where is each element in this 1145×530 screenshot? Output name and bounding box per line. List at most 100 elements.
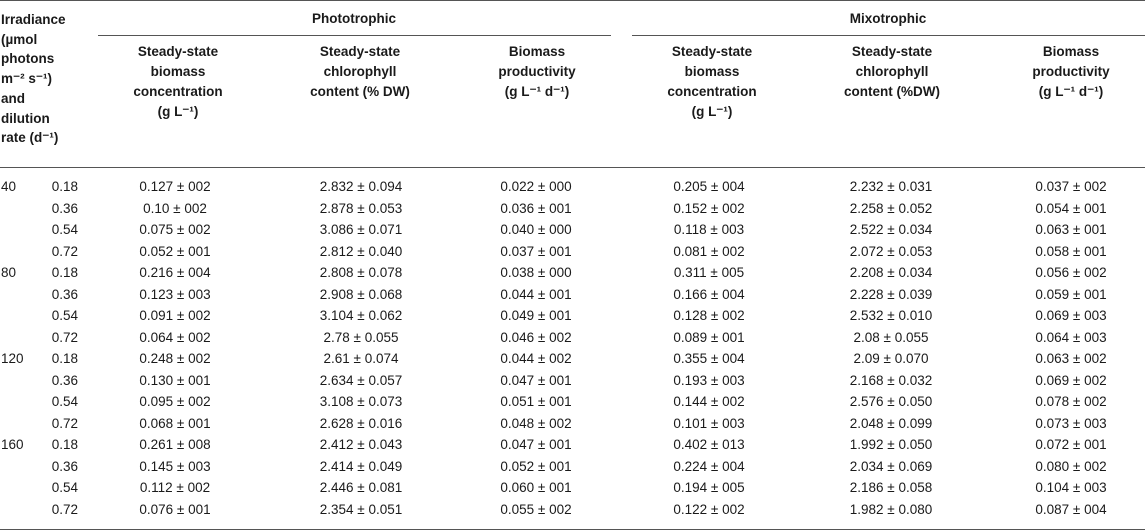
col-header-mixo-chlorophyll: Steady-state chlorophyll content (%DW): [844, 44, 940, 99]
value-cell: 0.166 ± 004: [673, 286, 745, 302]
col-header-photo-productivity: Biomass productivity (g L⁻¹ d⁻¹): [498, 44, 576, 99]
value-cell: 0.072 ± 001: [1035, 437, 1107, 452]
dilution-rate-cell: 0.54: [51, 394, 78, 409]
stub-line: photons: [1, 51, 55, 67]
value-cell: 2.258 ± 0.052: [849, 200, 933, 216]
value-cell: 0.063 ± 002: [1035, 351, 1107, 366]
value-cell: 0.055 ± 002: [500, 501, 572, 517]
value-cell: 0.052 ± 001: [139, 243, 211, 259]
value-cell: 0.047 ± 001: [500, 437, 572, 452]
value-cell: 0.064 ± 003: [1035, 329, 1107, 345]
value-cell: 0.101 ± 003: [673, 415, 745, 431]
value-cell: 0.046 ± 002: [500, 329, 572, 345]
col-header-photo-chlorophyll: Steady-state chlorophyll content (% DW): [310, 44, 410, 99]
value-cell: 0.069 ± 002: [1035, 372, 1107, 388]
dilution-rate-cell: 0.36: [51, 200, 78, 216]
value-cell: 0.261 ± 008: [139, 437, 211, 452]
value-cell: 0.060 ± 001: [500, 480, 572, 495]
dilution-rate-cell: 0.18: [51, 437, 78, 452]
value-cell: 0.205 ± 004: [673, 179, 745, 194]
value-cell: 0.063 ± 001: [1035, 222, 1107, 237]
value-cell: 2.048 ± 0.099: [849, 415, 933, 431]
value-cell: 0.194 ± 005: [673, 480, 745, 495]
value-cell: 2.634 ± 0.057: [319, 372, 403, 388]
dilution-rate-cell: 0.54: [51, 480, 78, 495]
value-cell: 0.069 ± 003: [1035, 308, 1107, 323]
dilution-rate-cell: 0.72: [51, 243, 78, 259]
value-cell: 2.532 ± 0.010: [849, 308, 933, 323]
stub-line: and: [1, 90, 26, 106]
irradiance-cell: 120: [1, 351, 24, 366]
value-cell: 0.051 ± 001: [500, 394, 572, 409]
value-cell: 0.089 ± 001: [673, 329, 745, 345]
value-cell: 0.248 ± 002: [139, 351, 211, 366]
value-cell: 0.224 ± 004: [673, 458, 745, 474]
value-cell: 2.446 ± 0.081: [319, 480, 403, 495]
stub-header: Irradiance (µmol photons m⁻² s⁻¹) and di…: [1, 10, 71, 148]
value-cell: 2.628 ± 0.016: [319, 415, 403, 431]
value-cell: 0.047 ± 001: [500, 372, 572, 388]
value-cell: 0.355 ± 004: [673, 351, 745, 366]
value-cell: 0.036 ± 001: [500, 200, 572, 216]
value-cell: 3.108 ± 0.073: [319, 394, 403, 409]
irradiance-cell: 80: [1, 265, 17, 280]
stub-line: Irradiance: [1, 12, 66, 27]
value-cell: 2.034 ± 0.069: [849, 458, 933, 474]
value-cell: 3.104 ± 0.062: [319, 308, 403, 323]
stub-line: dilution: [1, 110, 50, 126]
value-cell: 2.208 ± 0.034: [849, 265, 933, 280]
value-cell: 2.09 ± 0.070: [853, 351, 929, 366]
value-cell: 0.037 ± 001: [500, 243, 572, 259]
value-cell: 2.832 ± 0.094: [319, 179, 403, 194]
header-bottom-rule: [0, 167, 1145, 168]
stub-line: (µmol: [1, 31, 38, 47]
value-cell: 2.522 ± 0.034: [849, 222, 933, 237]
value-cell: 0.076 ± 001: [139, 501, 211, 517]
dilution-rate-cell: 0.36: [51, 372, 78, 388]
value-cell: 0.022 ± 000: [500, 179, 572, 194]
value-cell: 0.152 ± 002: [673, 200, 745, 216]
value-cell: 0.049 ± 001: [500, 308, 572, 323]
col-header-mixo-biomass: Steady-state biomass concentration (g L⁻…: [667, 44, 757, 119]
value-cell: 2.414 ± 0.049: [319, 458, 403, 474]
dilution-rate-cell: 0.54: [51, 308, 78, 323]
value-cell: 0.052 ± 001: [500, 458, 572, 474]
dilution-rate-cell: 0.18: [51, 351, 78, 366]
value-cell: 0.128 ± 002: [673, 308, 745, 323]
value-cell: 2.812 ± 0.040: [319, 243, 403, 259]
value-cell: 0.037 ± 002: [1035, 179, 1107, 194]
value-cell: 2.78 ± 0.055: [323, 329, 399, 345]
value-cell: 0.048 ± 002: [500, 415, 572, 431]
dilution-rate-cell: 0.36: [51, 286, 78, 302]
value-cell: 0.122 ± 002: [673, 501, 745, 517]
value-cell: 0.10 ± 002: [143, 200, 207, 216]
col-header-photo-biomass: Steady-state biomass concentration (g L⁻…: [133, 44, 223, 119]
top-rule: [0, 0, 1145, 1]
value-cell: 0.068 ± 001: [139, 415, 211, 431]
value-cell: 0.193 ± 003: [673, 372, 745, 388]
dilution-rate-cell: 0.36: [51, 458, 78, 474]
dilution-rate-cell: 0.72: [51, 329, 78, 345]
value-cell: 2.168 ± 0.032: [849, 372, 933, 388]
value-cell: 0.040 ± 000: [500, 222, 572, 237]
dilution-rate-cell: 0.72: [51, 501, 78, 517]
col-header-mixo-productivity: Biomass productivity (g L⁻¹ d⁻¹): [1032, 44, 1110, 99]
value-cell: 1.982 ± 0.080: [849, 501, 933, 517]
value-cell: 0.044 ± 001: [500, 286, 572, 302]
group-header-phototrophic: Phototrophic: [312, 11, 396, 26]
value-cell: 2.878 ± 0.053: [319, 200, 403, 216]
value-cell: 2.228 ± 0.039: [849, 286, 933, 302]
value-cell: 0.091 ± 002: [139, 308, 211, 323]
value-cell: 0.123 ± 003: [139, 286, 211, 302]
value-cell: 0.112 ± 002: [139, 480, 211, 495]
dilution-rate-cell: 0.18: [51, 265, 78, 280]
value-cell: 1.992 ± 0.050: [849, 437, 933, 452]
value-cell: 2.808 ± 0.078: [319, 265, 403, 280]
value-cell: 2.072 ± 0.053: [849, 243, 933, 259]
mixotrophic-rule: [632, 35, 1145, 36]
value-cell: 0.056 ± 002: [1035, 265, 1107, 280]
value-cell: 0.118 ± 003: [673, 222, 745, 237]
value-cell: 0.104 ± 003: [1035, 480, 1107, 495]
value-cell: 0.081 ± 002: [673, 243, 745, 259]
value-cell: 0.073 ± 003: [1035, 415, 1107, 431]
